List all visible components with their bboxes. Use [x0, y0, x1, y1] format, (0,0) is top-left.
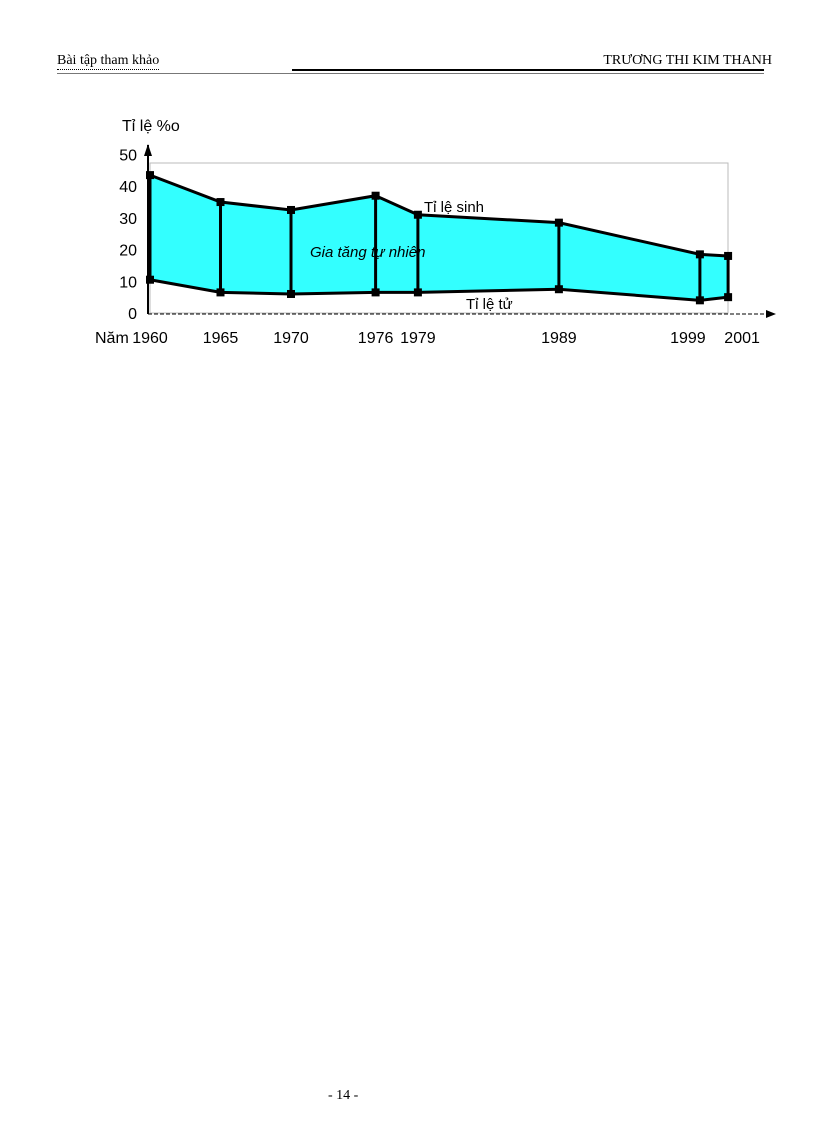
death-point-1960	[146, 275, 154, 284]
death-point-1970	[287, 289, 295, 298]
birth-point-1970	[287, 205, 295, 214]
birth-point-1989	[554, 218, 563, 227]
birth-point-1979	[413, 210, 422, 219]
birth-rate-line	[149, 173, 729, 258]
death-point-1989	[554, 285, 563, 294]
y-axis-arrow-icon	[144, 144, 152, 156]
x-axis-label: Năm	[95, 330, 129, 347]
death-point-2001	[724, 293, 733, 302]
death-rate-line	[149, 278, 729, 302]
death-point-1979	[413, 288, 422, 297]
header-right: TRƯƠNG THI KIM THANH	[603, 53, 772, 68]
death-point-1965	[216, 288, 225, 297]
death-point-1976	[371, 288, 380, 297]
legend-death: Tỉ lệ tử	[466, 296, 513, 313]
y-tick-label: 20	[119, 243, 137, 260]
death-point-1999	[695, 296, 704, 305]
birth-point-1965	[216, 198, 225, 207]
birth-point-2001	[724, 251, 733, 260]
y-tick-label: 30	[119, 211, 137, 228]
x-tick-label: 1970	[273, 330, 309, 347]
x-tick-label: 1989	[541, 330, 577, 347]
page-number: - 14 -	[328, 1088, 359, 1103]
birth-point-1976	[371, 191, 380, 200]
birth-point-1960	[146, 171, 154, 180]
x-tick-label: 1976	[358, 330, 394, 347]
x-tick-label: 1960	[132, 330, 168, 347]
header-rule-thin	[57, 73, 764, 74]
header-left: Bài tập tham khảo	[57, 53, 160, 70]
birth-point-1999	[695, 250, 704, 259]
y-tick-label: 50	[119, 148, 137, 165]
y-axis-label: Tỉ lệ %o	[122, 118, 180, 135]
y-tick-label: 0	[128, 306, 137, 323]
y-tick-label: 40	[119, 179, 137, 196]
y-tick-label: 10	[119, 274, 137, 291]
legend-birth: Tỉ lệ sinh	[424, 199, 484, 216]
header-rule	[292, 69, 764, 71]
x-tick-label: 1999	[670, 330, 706, 347]
x-tick-label: 2001	[724, 330, 760, 347]
x-tick-label: 1965	[203, 330, 239, 347]
fill-label: Gia tăng tự nhiên	[310, 244, 425, 261]
natural-increase-area	[150, 175, 729, 301]
x-tick-label: 1979	[400, 330, 436, 347]
x-axis-arrow-icon	[766, 310, 776, 318]
population-chart: 0 10 20 30 40 50 1960 1965 1970 1976 1979 1989 1999 2…	[95, 118, 776, 347]
